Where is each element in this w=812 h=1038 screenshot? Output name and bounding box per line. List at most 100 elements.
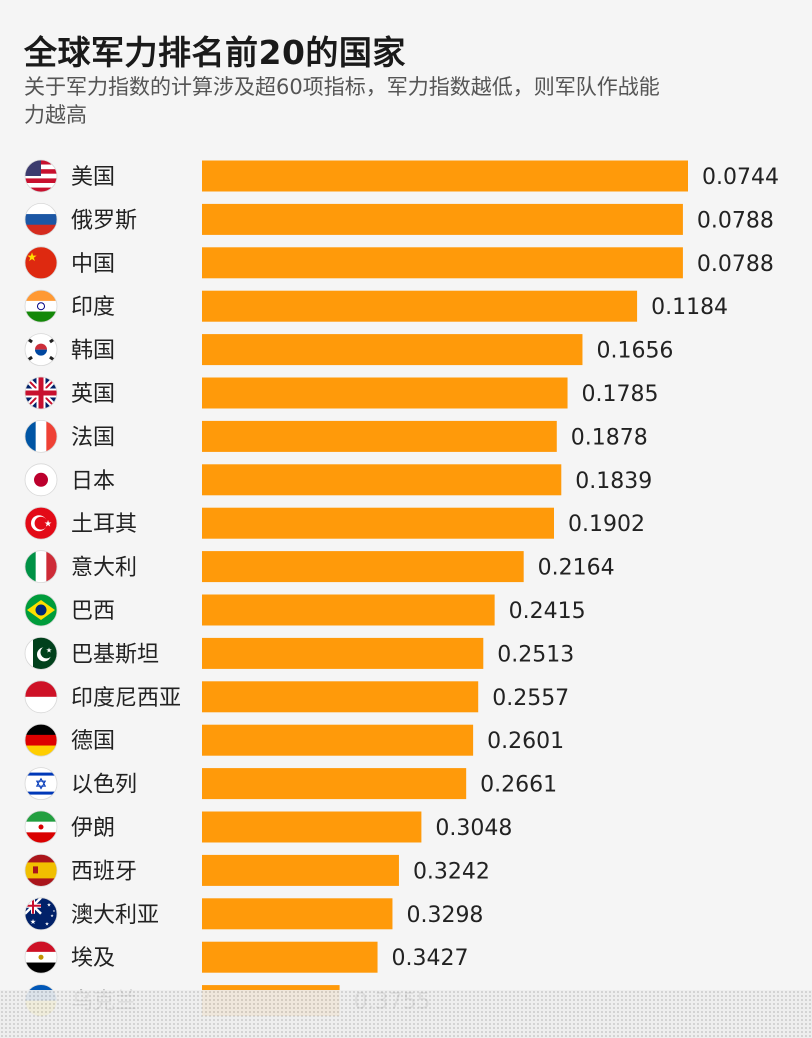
- chart-row: 美国 0.0744: [24, 159, 779, 193]
- flag-indonesia-icon: [24, 680, 58, 714]
- bar: [202, 594, 495, 626]
- category-label: 意大利: [71, 556, 137, 581]
- category-label: 巴基斯坦: [71, 642, 159, 667]
- bar: [202, 941, 378, 973]
- category-label: 以色列: [71, 773, 137, 798]
- category-label: 德国: [71, 729, 115, 754]
- flag-turkey-icon: ★: [24, 506, 58, 540]
- flag-uk-icon: [24, 376, 58, 410]
- value-label: 0.0744: [702, 165, 779, 190]
- svg-text:★: ★: [44, 520, 52, 530]
- value-label: 0.1656: [596, 339, 673, 364]
- category-label: 土耳其: [71, 512, 137, 537]
- category-label: 伊朗: [71, 816, 115, 841]
- value-label: 0.2601: [487, 729, 564, 754]
- bar: [202, 681, 479, 713]
- value-label: 0.1839: [575, 469, 652, 494]
- category-label: 巴西: [71, 599, 115, 624]
- category-label: 法国: [71, 425, 115, 450]
- bar: [202, 334, 583, 366]
- flag-italy-icon: [24, 550, 58, 583]
- bar: [202, 420, 557, 452]
- svg-text:★: ★: [47, 902, 52, 908]
- chart-row: 俄罗斯 0.0788: [24, 202, 774, 236]
- svg-text:★: ★: [50, 913, 54, 918]
- flag-egypt-icon: [24, 940, 58, 974]
- value-label: 0.1785: [582, 382, 659, 407]
- category-label: 日本: [71, 469, 115, 494]
- value-label: 0.3298: [406, 903, 483, 928]
- svg-text:★: ★: [46, 646, 52, 654]
- flag-usa-icon: [24, 159, 58, 193]
- bar: [202, 768, 467, 800]
- chart-row: 伊朗 0.3048: [24, 810, 512, 844]
- value-label: 0.0788: [697, 252, 774, 277]
- value-label: 0.0788: [697, 208, 774, 233]
- chart-row: ★★★★★ 澳大利亚 0.3298: [24, 897, 483, 931]
- value-label: 0.2661: [480, 773, 557, 798]
- chart-row: ★ 土耳其 0.1902: [24, 506, 645, 540]
- flag-south-korea-icon: [24, 333, 58, 367]
- value-label: 0.1902: [568, 512, 645, 537]
- flag-pakistan-icon: ★: [24, 637, 58, 670]
- category-label: 西班牙: [71, 859, 137, 884]
- svg-text:★: ★: [53, 909, 56, 913]
- category-label: 韩国: [71, 339, 115, 364]
- bar: [202, 551, 524, 583]
- bottom-fade-overlay: [0, 990, 812, 1038]
- category-label: 英国: [71, 382, 115, 407]
- category-label: 埃及: [71, 946, 115, 971]
- value-label: 0.2164: [538, 556, 615, 581]
- bar: [202, 203, 683, 235]
- bar: [202, 637, 484, 669]
- chart-row: ★ 巴基斯坦 0.2513: [24, 637, 574, 670]
- svg-text:★: ★: [45, 921, 50, 927]
- value-label: 0.3048: [435, 816, 512, 841]
- svg-text:★: ★: [30, 918, 36, 926]
- chart-row: ★ 中国 0.0788: [24, 246, 774, 280]
- bar: [202, 724, 474, 756]
- value-label: 0.2415: [509, 599, 586, 624]
- chart-row: 日本 0.1839: [24, 463, 652, 497]
- chart-row: 德国 0.2601: [24, 723, 564, 757]
- flag-china-icon: ★: [24, 246, 58, 280]
- flag-germany-icon: [24, 723, 58, 757]
- chart-row: 以色列 0.2661: [24, 767, 557, 800]
- bar: [202, 507, 555, 539]
- chart-row: 英国 0.1785: [24, 376, 659, 410]
- bar: [202, 811, 422, 843]
- value-label: 0.2513: [497, 642, 574, 667]
- value-label: 0.1184: [651, 295, 728, 320]
- flag-brazil-icon: [24, 593, 58, 627]
- flag-france-icon: [24, 419, 58, 453]
- bar: [202, 247, 683, 279]
- bar: [202, 898, 393, 930]
- chart-row: 西班牙 0.3242: [24, 854, 490, 887]
- value-label: 0.1878: [571, 425, 648, 450]
- chart-row: 意大利 0.2164: [24, 550, 615, 583]
- category-label: 印度: [71, 295, 115, 320]
- bar: [202, 377, 568, 409]
- chart-row: 韩国 0.1656: [24, 333, 673, 367]
- flag-israel-icon: [24, 767, 58, 800]
- flag-russia-icon: [24, 202, 58, 236]
- category-label: 澳大利亚: [71, 903, 159, 928]
- category-label: 俄罗斯: [71, 208, 137, 233]
- bar: [202, 464, 562, 496]
- flag-australia-icon: ★★★★★: [24, 897, 58, 931]
- chart-row: 法国 0.1878: [24, 419, 648, 453]
- svg-text:★: ★: [27, 250, 38, 264]
- chart-row: 埃及 0.3427: [24, 940, 469, 974]
- chart-row: 巴西 0.2415: [24, 593, 586, 627]
- value-label: 0.2557: [492, 686, 569, 711]
- value-label: 0.3242: [413, 859, 490, 884]
- bar: [202, 854, 399, 886]
- bar: [202, 160, 688, 192]
- category-label: 中国: [71, 252, 115, 277]
- chart-row: 印度尼西亚 0.2557: [24, 680, 569, 714]
- category-label: 印度尼西亚: [71, 686, 181, 711]
- flag-japan-icon: [24, 463, 58, 497]
- flag-india-icon: [24, 289, 58, 323]
- bar: [202, 290, 638, 322]
